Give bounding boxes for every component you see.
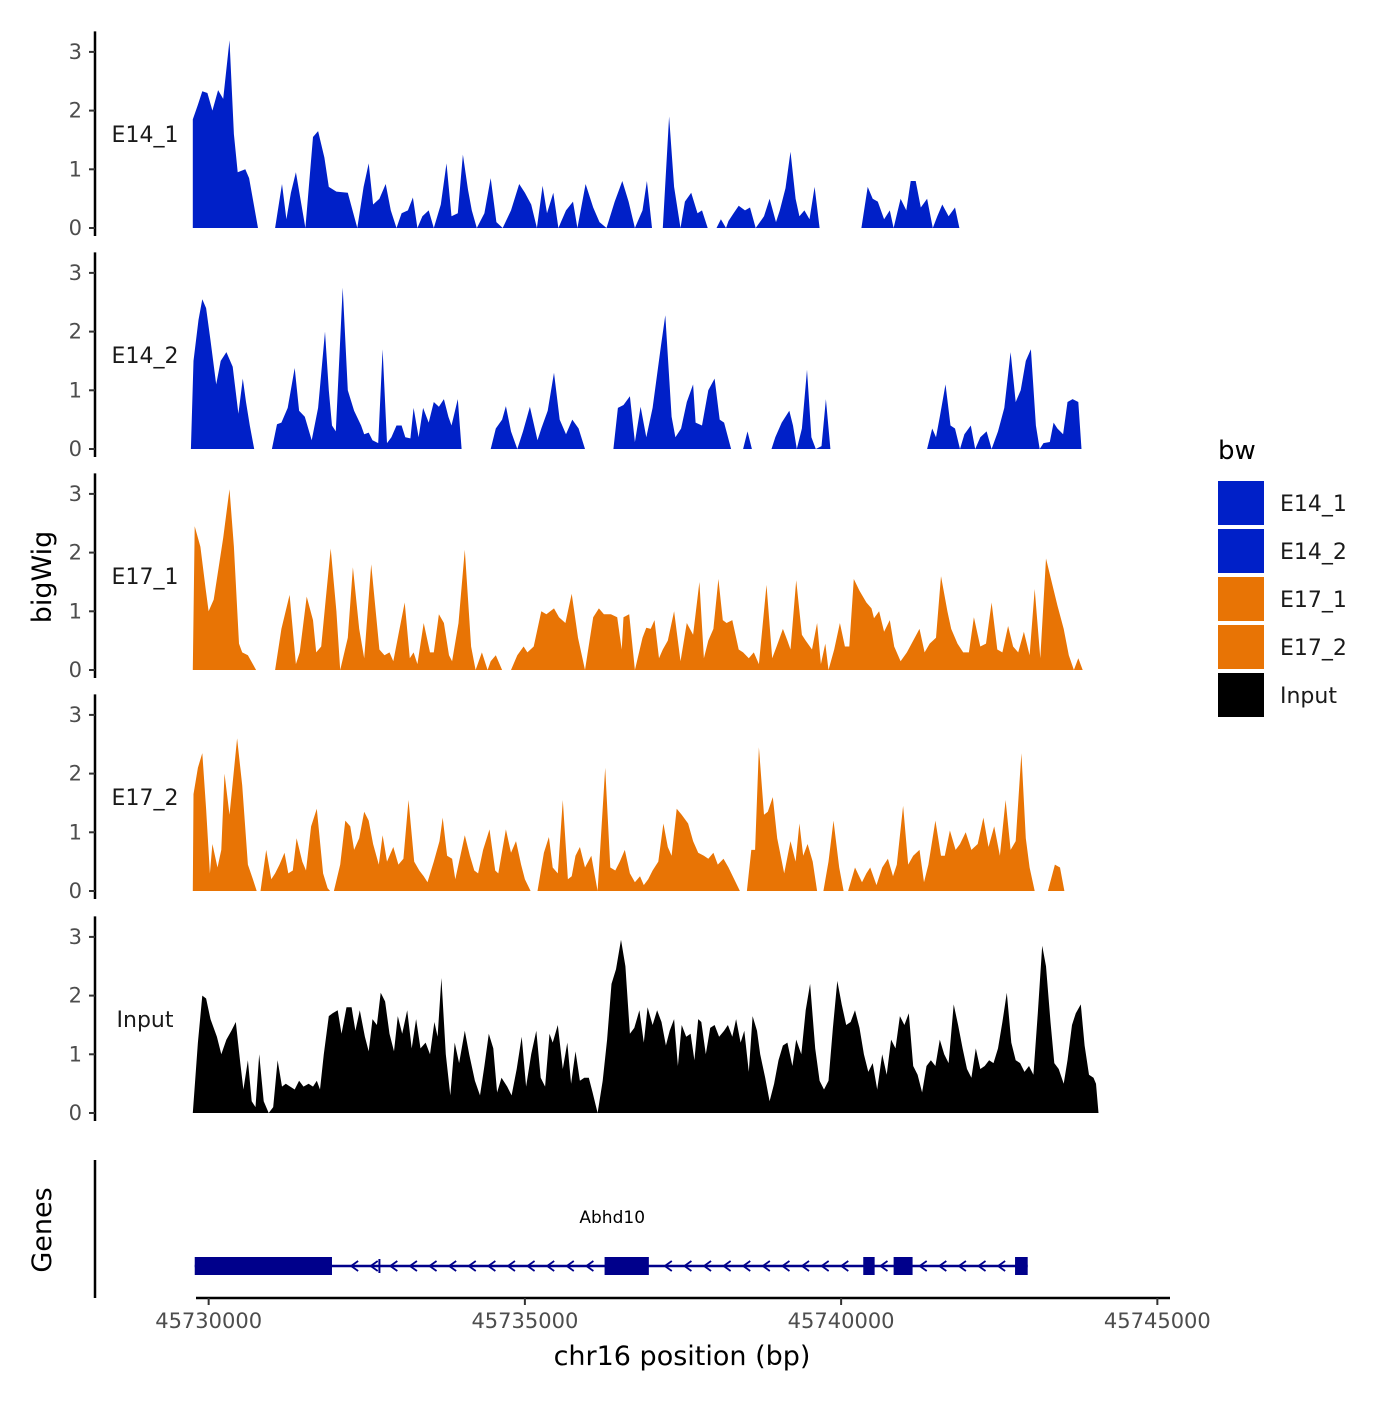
legend-swatch-input: [1218, 673, 1264, 717]
strand-chevron: [663, 1260, 673, 1272]
x-tick-label: 45740000: [788, 1309, 895, 1333]
y-tick-label: 3: [69, 925, 82, 949]
x-axis: 45730000 45735000 45740000 45745000: [155, 1296, 1211, 1333]
y-tick-label: 1: [69, 599, 82, 623]
track-e14-2: 0 1 2 3 E14_2: [69, 252, 1082, 461]
legend-label-e14-1: E14_1: [1280, 492, 1347, 517]
y-tick-label: 1: [69, 1042, 82, 1066]
legend-title: bw: [1218, 436, 1256, 466]
y-tick-label: 3: [69, 40, 82, 64]
strand-chevron: [565, 1260, 575, 1272]
strand-chevron: [878, 1260, 889, 1272]
strand-chevron: [467, 1260, 477, 1272]
signal-area-e17-1: [192, 489, 1083, 670]
track-e17-2: 0 1 2 3 E17_2: [69, 694, 1065, 903]
strand-chevron: [427, 1260, 438, 1272]
track-input: 0 1 2 3 Input: [69, 916, 1099, 1125]
x-tick-label: 45735000: [471, 1309, 578, 1333]
strand-chevron: [369, 1260, 379, 1272]
strand-chevron: [349, 1260, 359, 1272]
y-tick-label: 0: [69, 437, 82, 461]
strand-chevron: [780, 1260, 790, 1272]
y-tick-label: 3: [69, 261, 82, 285]
y-tick-label: 3: [69, 482, 82, 506]
strand-chevron: [761, 1260, 771, 1272]
x-tick-label: 45730000: [155, 1309, 262, 1333]
legend-swatch-e14-1: [1218, 481, 1264, 525]
gene-track-title: Genes: [27, 1187, 58, 1272]
gene-exon: [194, 1257, 332, 1275]
legend: bw E14_1 E14_2 E17_1 E17_2 Input: [1218, 436, 1347, 717]
track-e14-1: 0 1 2 3 E14_1: [69, 31, 960, 240]
gene-exon: [1015, 1257, 1028, 1275]
y-tick-label: 3: [69, 703, 82, 727]
y-tick-label: 0: [69, 879, 82, 903]
strand-chevron: [486, 1260, 496, 1272]
legend-swatch-e17-2: [1218, 625, 1264, 669]
y-tick-label: 0: [69, 658, 82, 682]
strand-chevron: [839, 1260, 849, 1272]
y-tick-label: 0: [69, 216, 82, 240]
y-axis-title: bigWig: [27, 531, 58, 624]
signal-area-e14-1: [192, 40, 960, 229]
strand-chevron: [526, 1260, 536, 1272]
gene-exon: [604, 1257, 649, 1275]
strand-chevron: [976, 1260, 987, 1272]
y-tick-label: 2: [69, 541, 82, 565]
strand-chevron: [741, 1260, 751, 1272]
gene-exon: [893, 1257, 913, 1275]
track-label-e14-2: E14_2: [112, 344, 179, 369]
y-tick-label: 1: [69, 378, 82, 402]
track-label-e17-2: E17_2: [112, 786, 179, 811]
signal-area-e17-2: [192, 738, 1065, 891]
strand-chevron: [682, 1260, 692, 1272]
signal-tracks: 0 1 2 3 E14_1 0 1 2 3 E14_2 0 1 2 3 E17_1 0 1 2 3 E17_2 0 1 2 3…: [69, 31, 1099, 1125]
track-label-e14-1: E14_1: [112, 123, 179, 148]
gene-track: Genes Abhd10: [27, 1160, 1028, 1298]
legend-label-e17-2: E17_2: [1280, 636, 1347, 661]
signal-area-input: [192, 939, 1099, 1113]
strand-chevron: [506, 1260, 516, 1272]
legend-label-e17-1: E17_1: [1280, 588, 1347, 613]
y-tick-label: 0: [69, 1101, 82, 1125]
track-label-e17-1: E17_1: [112, 565, 179, 590]
strand-chevron: [918, 1260, 928, 1272]
signal-area-e14-2: [190, 287, 1082, 449]
gene-exon: [863, 1257, 875, 1275]
strand-chevron: [388, 1260, 398, 1272]
y-tick-label: 1: [69, 820, 82, 844]
strand-chevron: [800, 1260, 810, 1272]
legend-label-input: Input: [1280, 684, 1337, 709]
strand-chevron: [996, 1260, 1006, 1272]
strand-chevron: [820, 1260, 830, 1272]
gene-name-label: Abhd10: [579, 1208, 645, 1228]
track-e17-1: 0 1 2 3 E17_1: [69, 473, 1083, 682]
y-tick-label: 2: [69, 984, 82, 1008]
y-tick-label: 2: [69, 99, 82, 123]
strand-chevron: [584, 1260, 594, 1272]
track-label-input: Input: [117, 1008, 174, 1033]
strand-chevron: [447, 1260, 457, 1272]
x-tick-label: 45745000: [1104, 1309, 1211, 1333]
y-tick-label: 2: [69, 320, 82, 344]
x-axis-title: chr16 position (bp): [554, 1341, 811, 1372]
strand-chevron: [408, 1260, 418, 1272]
strand-chevron: [937, 1260, 947, 1272]
y-tick-label: 2: [69, 762, 82, 786]
legend-swatch-e14-2: [1218, 529, 1264, 573]
y-tick-label: 1: [69, 157, 82, 181]
legend-label-e14-2: E14_2: [1280, 540, 1347, 565]
legend-swatch-e17-1: [1218, 577, 1264, 621]
strand-chevron: [545, 1260, 555, 1272]
strand-chevron: [702, 1260, 712, 1272]
strand-chevron: [722, 1260, 732, 1272]
strand-chevron: [957, 1260, 967, 1272]
